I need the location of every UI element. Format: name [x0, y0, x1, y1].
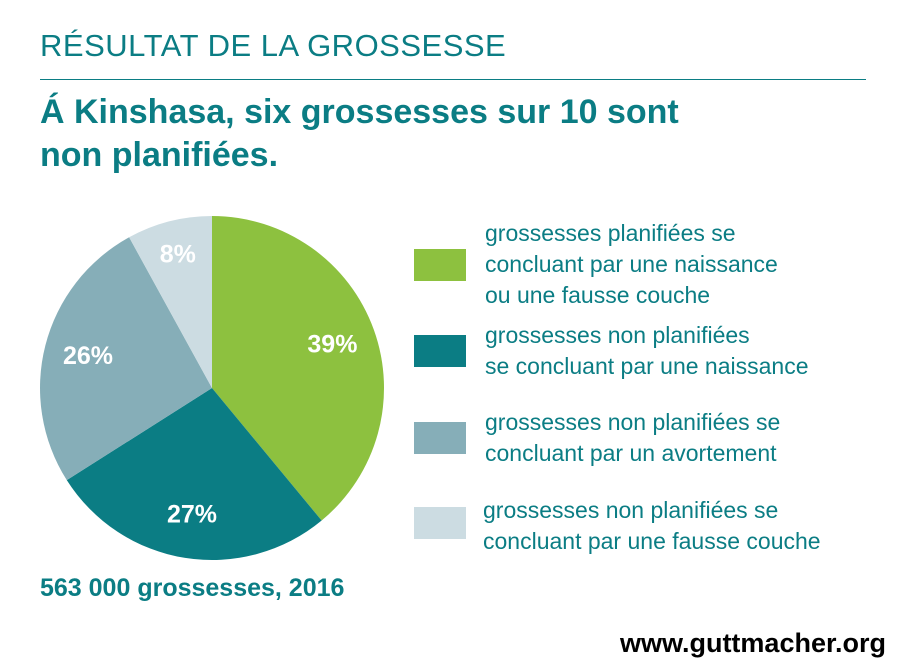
chart-footnote: 563 000 grossesses, 2016 [40, 574, 345, 602]
legend-label-line: grossesses planifiées se [485, 220, 736, 246]
chart-title: Á Kinshasa, six grossesses sur 10 sont n… [40, 91, 860, 177]
legend-label-line: grossesses non planifiées se [483, 497, 779, 523]
legend-label: grossesses planifiées se concluant par u… [485, 218, 885, 311]
pie-slice-3 [129, 216, 212, 388]
chart-title-line-1: Á Kinshasa, six grossesses sur 10 sont [40, 93, 679, 131]
chart-kicker: RÉSULTAT DE LA GROSSESSE [40, 28, 507, 63]
pie-slice-label-1: 27% [167, 500, 217, 528]
legend-label-line: concluant par une fausse couche [483, 528, 821, 554]
legend-label-line: se concluant par une naissance [485, 353, 809, 379]
pie-slice-1 [66, 388, 322, 560]
legend-label-line: grossesses non planifiées [485, 322, 750, 348]
pie-slice-0 [212, 216, 385, 521]
legend-label-line: concluant par un avortement [485, 440, 777, 466]
legend-swatch [414, 507, 466, 539]
pie-slice-label-2: 26% [63, 342, 113, 370]
source-url: www.guttmacher.org [619, 628, 886, 658]
legend-label-line: grossesses non planifiées se [485, 409, 781, 435]
legend-label-line: ou une fausse couche [485, 282, 711, 308]
pie-slice-2 [40, 237, 212, 481]
legend-label: grossesses non planifiées se concluant p… [485, 320, 885, 382]
legend-swatch [414, 422, 466, 454]
chart-title-line-2: non planifiées. [40, 136, 279, 174]
legend-swatch [414, 335, 466, 367]
pie-slice-label-0: 39% [307, 331, 357, 359]
legend-label: grossesses non planifiées se concluant p… [485, 407, 885, 469]
legend-label-line: concluant par une naissance [485, 251, 778, 277]
header-divider [40, 79, 866, 80]
legend-swatch [414, 249, 466, 281]
legend-label: grossesses non planifiées se concluant p… [483, 495, 883, 557]
pie-slice-label-3: 8% [160, 241, 196, 269]
